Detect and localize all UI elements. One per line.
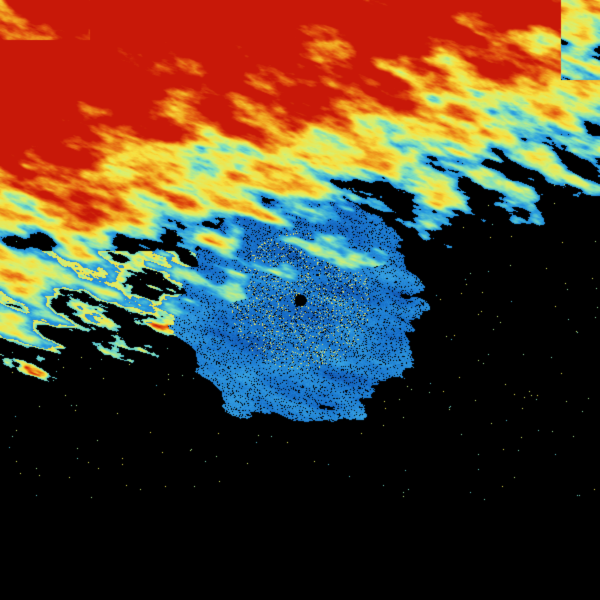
- radar-reflectivity-canvas: [0, 0, 600, 600]
- radar-image: [0, 0, 600, 600]
